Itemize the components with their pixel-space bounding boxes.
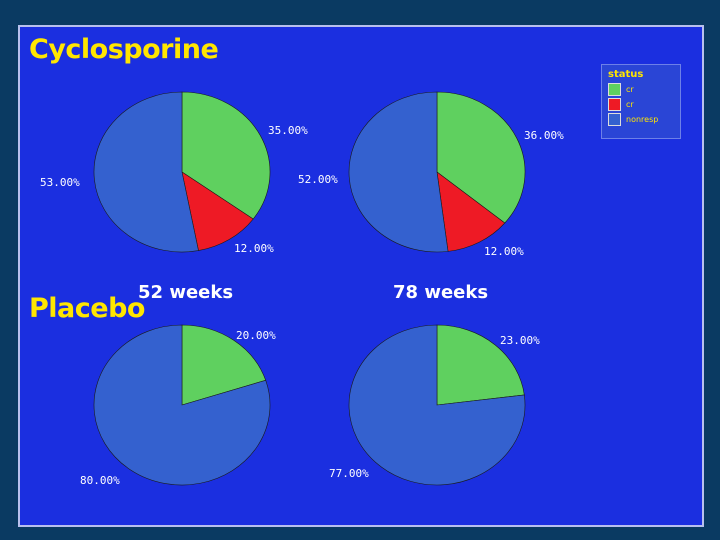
pie-slice-label: 12.00% xyxy=(234,242,274,255)
legend-title: status xyxy=(608,69,644,80)
group-label-placebo: Placebo xyxy=(29,293,145,324)
pie-slice xyxy=(348,324,526,486)
legend-item-label: nonresp xyxy=(626,115,659,124)
legend-item-label: cr xyxy=(626,85,634,94)
pie-slice xyxy=(181,324,267,406)
pie-slice-label: 12.00% xyxy=(484,245,524,258)
legend-swatch xyxy=(608,83,621,96)
pie-slice xyxy=(436,171,506,252)
group-label-cyclosporine: Cyclosporine xyxy=(29,34,219,65)
pie-slice xyxy=(181,171,254,251)
legend-swatch xyxy=(608,98,621,111)
legend-item: cr xyxy=(608,82,674,97)
pie-slice-label: 52.00% xyxy=(298,173,338,186)
legend-item: cr xyxy=(608,97,674,112)
pie-slice xyxy=(436,324,525,406)
legend-item-label: cr xyxy=(626,100,634,109)
pie-slice-label: 53.00% xyxy=(40,176,80,189)
pie-slice-label: 20.00% xyxy=(236,329,276,342)
pie-slice xyxy=(93,324,271,486)
pie-slice-label: 77.00% xyxy=(329,467,369,480)
pie-slice-label: 80.00% xyxy=(80,474,120,487)
legend-item: nonresp xyxy=(608,112,674,127)
timepoint-label-52-weeks: 52 weeks xyxy=(138,282,234,303)
timepoint-label-78-weeks: 78 weeks xyxy=(393,282,489,303)
pie-slice xyxy=(93,91,199,253)
legend-swatch xyxy=(608,113,621,126)
pie-slice xyxy=(436,91,526,224)
pie-slice-label: 35.00% xyxy=(268,124,308,137)
pie-slice xyxy=(348,91,449,253)
pie-slice-label: 36.00% xyxy=(524,129,564,142)
legend: status cr cr nonresp xyxy=(601,64,681,139)
pie-slice xyxy=(181,91,271,220)
pie-slice-label: 23.00% xyxy=(500,334,540,347)
